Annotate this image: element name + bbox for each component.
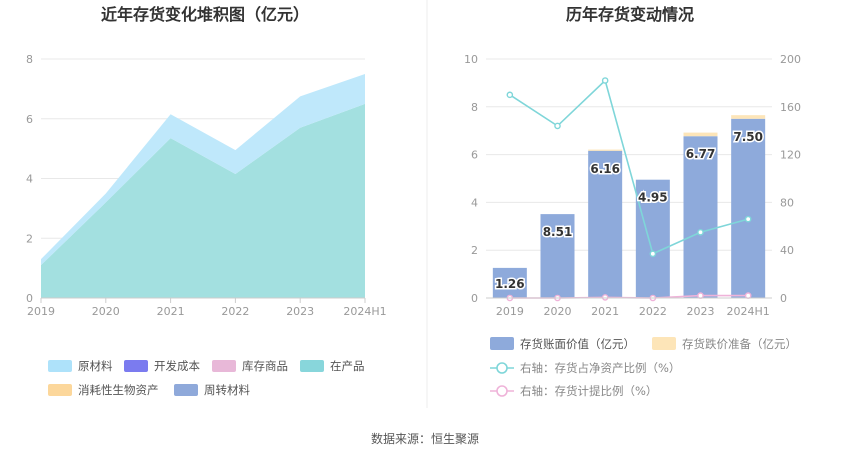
bar-book-value <box>683 136 718 298</box>
right-legend-label: 存货账面价值（亿元） <box>520 337 635 351</box>
left-y-tick-label: 6 <box>26 113 33 126</box>
left-legend-label: 原材料 <box>78 359 113 373</box>
right-x-tick-label: 2019 <box>496 305 524 318</box>
left-x-tick-label: 2020 <box>92 305 120 318</box>
point-net-asset-ratio <box>554 122 561 130</box>
point-provision-ratio <box>744 292 752 299</box>
left-legend-label: 周转材料 <box>204 383 250 397</box>
point-provision-ratio <box>697 292 704 299</box>
line-inventory-net-asset-ratio <box>509 79 749 255</box>
left-y-tick-label: 0 <box>26 292 33 305</box>
left-y-axis: 0 2 4 6 8 <box>26 53 33 305</box>
bar-value-label: 6.16 <box>590 162 620 176</box>
right-y2-tick-label: 200 <box>780 53 801 66</box>
point-net-asset-ratio <box>697 228 704 236</box>
left-legend-swatch <box>48 360 72 372</box>
right-chart-bar-line: 历年存货变动情况 1.268.516.164.956.777.50 2019 20… <box>464 5 801 398</box>
left-chart-stacked-area: 近年存货变化堆积图（亿元） 2019 2020 2021 2022 2023 2024H1… <box>26 5 387 397</box>
right-y2-tick-label: 40 <box>780 244 794 257</box>
point-net-asset-ratio <box>744 215 752 223</box>
right-y-axis: 0 2 4 6 8 10 <box>464 53 478 305</box>
left-legend-swatch <box>300 360 324 372</box>
right-legend-swatch <box>652 337 676 350</box>
right-x-tick-label: 2020 <box>544 305 572 318</box>
left-chart-title: 近年存货变化堆积图（亿元） <box>101 5 309 24</box>
right-y2-axis: 0 40 80 120 160 200 <box>780 53 801 305</box>
bar-impairment-provision <box>683 132 718 137</box>
right-legend-swatch <box>490 337 514 350</box>
bar-book-value <box>588 150 623 298</box>
right-legend-label: 存货跌价准备（亿元） <box>682 337 797 351</box>
right-data-labels: 1.26 8.51 6.16 4.95 6.77 7.50 <box>494 128 765 292</box>
right-y-tick-label: 10 <box>464 53 478 66</box>
point-net-asset-ratio <box>649 250 657 258</box>
bar-value-label: 1.26 <box>495 277 525 291</box>
bar-impairment-provision <box>731 115 766 119</box>
bar-value-label: 7.50 <box>733 130 763 144</box>
point-provision-ratio <box>601 294 609 301</box>
left-area-series <box>41 103 365 298</box>
right-grid <box>486 58 772 299</box>
right-x-tick-label: 2023 <box>687 305 715 318</box>
right-y-tick-label: 0 <box>471 292 478 305</box>
left-y-tick-label: 4 <box>26 173 33 186</box>
left-legend-swatch <box>212 360 236 372</box>
left-legend-swatch <box>124 360 148 372</box>
source-footer: 数据来源：恒生聚源 <box>371 431 479 446</box>
bar-book-value <box>492 267 527 298</box>
left-x-tick-label: 2024H1 <box>343 305 386 318</box>
right-y-tick-label: 6 <box>471 149 478 162</box>
left-y-tick-label: 8 <box>26 53 33 66</box>
bar-value-label: 6.77 <box>686 147 716 161</box>
left-x-tick-label: 2023 <box>286 305 314 318</box>
bar-value-label: 4.95 <box>638 191 668 205</box>
right-x-tick-label: 2024H1 <box>727 305 770 318</box>
left-legend-swatch <box>48 384 72 396</box>
right-legend-marker <box>496 385 508 397</box>
right-y2-tick-label: 120 <box>780 149 801 162</box>
bar-value-label: 8.51 <box>543 225 573 239</box>
left-y-tick-label: 2 <box>26 232 33 245</box>
right-legend: 存货账面价值（亿元） 存货跌价准备（亿元）右轴：存货占净资产比例（%） 右轴：存货计… <box>490 337 797 398</box>
bar-book-value <box>635 179 670 298</box>
left-legend-label: 在产品 <box>330 359 365 373</box>
right-x-tick-label: 2022 <box>639 305 667 318</box>
left-x-tick-label: 2021 <box>157 305 185 318</box>
left-legend-label: 开发成本 <box>154 359 200 373</box>
bar-book-value <box>540 214 575 298</box>
right-y-tick-label: 2 <box>471 244 478 257</box>
left-legend-label: 库存商品 <box>242 359 288 373</box>
left-x-tick-label: 2022 <box>221 305 249 318</box>
right-y-tick-label: 8 <box>471 101 478 114</box>
right-legend-label: 右轴：存货占净资产比例（%） <box>520 361 680 375</box>
left-area-series <box>41 73 365 266</box>
right-legend-label: 右轴：存货计提比例（%） <box>520 384 657 398</box>
right-bars <box>492 115 766 298</box>
point-net-asset-ratio <box>506 91 514 99</box>
right-legend-marker <box>496 362 508 374</box>
right-y2-tick-label: 80 <box>780 196 794 209</box>
bar-book-value <box>731 118 766 298</box>
right-y-tick-label: 4 <box>471 196 478 209</box>
point-net-asset-ratio <box>601 77 609 84</box>
left-x-tick-label: 2019 <box>27 305 55 318</box>
left-areas <box>41 73 365 298</box>
right-y2-tick-label: 0 <box>780 292 787 305</box>
right-x-tick-label: 2021 <box>591 305 619 318</box>
right-y2-tick-label: 160 <box>780 101 801 114</box>
bar-impairment-provision <box>588 149 623 151</box>
right-chart-title: 历年存货变动情况 <box>566 5 694 24</box>
left-legend-swatch <box>174 384 198 396</box>
left-x-axis: 2019 2020 2021 2022 2023 2024H1 <box>27 297 387 318</box>
right-x-axis: 2019 2020 2021 2022 2023 2024H1 <box>486 297 772 318</box>
left-legend-label: 消耗性生物资产 <box>78 383 159 397</box>
